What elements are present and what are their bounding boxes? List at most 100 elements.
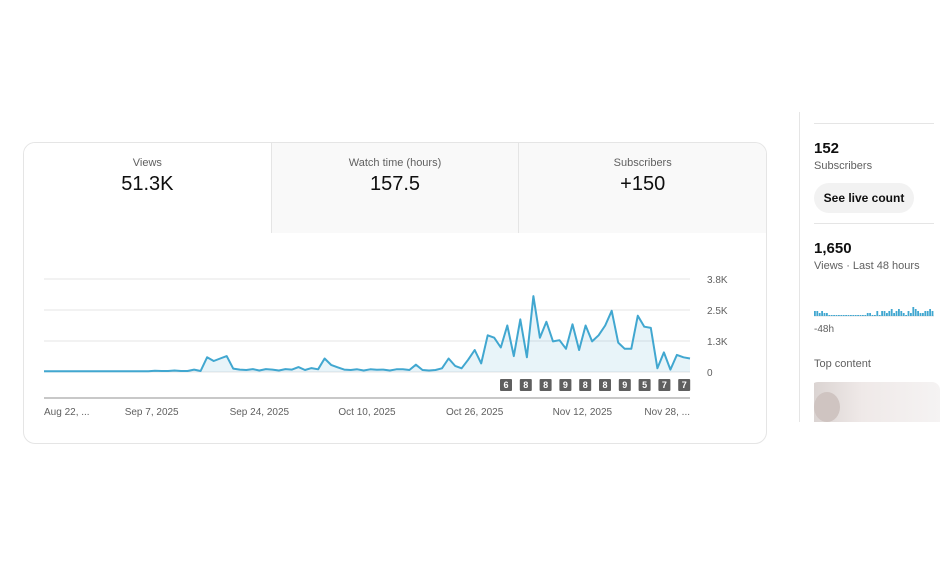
right-panel-divider [799,112,800,422]
mini-chart-bar [907,311,910,316]
upload-marker[interactable] [638,379,651,391]
views-chart-area: 3.8K 2.5K 1.3K 0 6 8 8 9 8 8 9 5 7 7 Aug 22, ... Sep 7,… [24,233,766,443]
mini-chart-bar [924,311,927,316]
mini-chart-bar [830,315,833,316]
tab-watch-time-label: Watch time (hours) [348,157,442,169]
top-content-thumbnail[interactable] [814,382,940,422]
y-tick-label: 1.3K [707,337,728,348]
mini-chart-bar [866,313,869,316]
mini-chart-bar [821,311,823,316]
y-tick-label: 3.8K [707,275,728,286]
mini-chart-bar [883,311,886,316]
mini-chart-bar [919,313,922,316]
mini-chart-bar [898,309,900,316]
upload-marker[interactable] [519,379,532,391]
x-tick-label: Aug 22, ... [44,407,90,418]
upload-marker-label: 9 [563,380,568,390]
mini-chart-bar [869,313,871,316]
mini-chart-bar [826,313,828,316]
upload-marker[interactable] [678,379,691,391]
mini-chart-bar [912,307,915,316]
upload-marker[interactable] [559,379,572,391]
tab-watch-time-value: 157.5 [369,173,421,195]
mini-chart-bar [922,313,924,316]
views-series-line[interactable] [44,295,691,373]
mini-chart-bar [842,315,845,316]
mini-chart-axis-label: -48h [814,324,835,335]
mini-chart-bar [917,311,919,316]
views-chart[interactable]: 3.8K 2.5K 1.3K 0 6 8 8 9 8 8 9 5 7 7 Aug 22, ... Sep 7,… [24,233,766,443]
tab-views-value: 51.3K [121,173,174,195]
x-tick-label: Oct 10, 2025 [338,407,396,418]
tab-watch-time[interactable]: Watch time (hours) 157.5 [270,143,519,233]
mini-chart-bar [878,315,881,316]
mini-chart-bar [835,315,838,316]
mini-chart-bar [893,313,895,316]
x-tick-label: Nov 28, ... [644,407,690,418]
see-live-count-button[interactable]: See live count [814,183,914,213]
upload-marker-label: 8 [543,380,548,390]
mini-chart-bar [854,315,857,316]
upload-marker-label: 9 [622,380,627,390]
x-tick-label: Oct 26, 2025 [446,407,504,418]
mini-chart-bar [833,315,835,316]
subscribers-count: 152 [814,140,840,157]
upload-marker-label: 7 [662,380,667,390]
mini-chart-bar [929,309,931,316]
realtime-panel: 152 Subscribers See live count 1,650 Vie… [814,112,940,422]
mini-chart-bar [890,309,893,316]
x-tick-label: Sep 24, 2025 [230,407,290,418]
mini-chart-bar [838,315,840,316]
mini-chart-bar [895,311,898,316]
mini-chart-bar [902,313,905,316]
mini-chart-bar [926,311,929,316]
mini-chart-bar [886,313,888,316]
mini-chart-bar [876,311,879,316]
upload-marker-label: 7 [682,380,687,390]
mini-chart-bar [910,313,912,316]
upload-marker-label: 6 [503,380,508,390]
mini-chart-bar [857,315,859,316]
mini-chart-bar [888,311,891,316]
mini-chart-bar [850,315,852,316]
mini-chart-bar [862,315,864,316]
upload-marker-label: 8 [602,380,607,390]
tab-subscribers[interactable]: Subscribers +150 [518,143,766,233]
divider [814,223,934,224]
upload-marker[interactable] [618,379,631,391]
upload-marker[interactable] [539,379,552,391]
mini-chart-bar [818,313,821,316]
upload-marker[interactable] [500,379,512,391]
mini-chart-bar [840,315,843,316]
metric-tabs: Views 51.3K Watch time (hours) 157.5 Sub… [24,143,766,233]
mini-chart-bar [864,315,867,316]
upload-marker-label: 5 [642,380,647,390]
realtime-views-count: 1,650 [814,240,852,257]
mini-chart-bar [847,315,850,316]
upload-marker[interactable] [658,379,671,391]
thumbnail-image [814,392,840,422]
realtime-mini-chart[interactable] [814,304,934,318]
realtime-views-label: Views · Last 48 hours [814,260,920,272]
tab-views[interactable]: Views 51.3K [24,143,271,233]
tab-subscribers-value: +150 [620,173,666,195]
analytics-card: Views 51.3K Watch time (hours) 157.5 Sub… [23,142,767,444]
y-tick-label: 0 [707,368,713,379]
x-tick-label: Nov 12, 2025 [553,407,613,418]
mini-chart-bar [823,313,826,316]
tab-views-label: Views [132,157,162,169]
top-content-label: Top content [814,358,871,370]
divider [814,123,934,124]
views-series-area [44,296,690,372]
mini-chart-bar [814,311,816,316]
upload-marker-label: 8 [583,380,588,390]
mini-chart-bar [931,311,934,316]
upload-marker[interactable] [579,379,592,391]
mini-chart-bar [871,315,874,316]
mini-chart-bar [874,315,876,316]
mini-chart-bar [905,315,907,316]
mini-chart-bar [828,315,831,316]
upload-marker-label: 8 [523,380,528,390]
upload-marker[interactable] [599,379,611,391]
mini-chart-bar [900,311,903,316]
